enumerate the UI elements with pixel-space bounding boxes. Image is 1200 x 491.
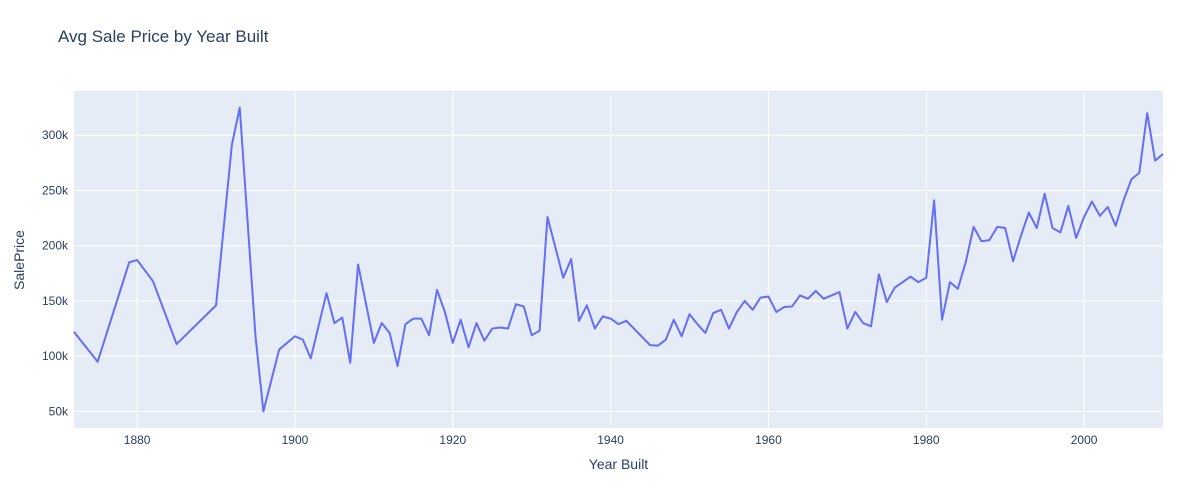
y-tick-label: 250k [42,183,69,197]
grid-lines [74,91,1163,428]
x-tick-label: 1960 [755,433,782,447]
x-tick-label: 1980 [913,433,940,447]
y-tick-label: 50k [49,404,69,418]
y-tick-label: 150k [42,294,69,308]
x-tick-labels: 1880 1900 1920 1940 1960 1980 2000 [124,433,1098,447]
y-axis-label: SalePrice [11,230,27,290]
x-axis-label: Year Built [589,456,649,472]
x-tick-label: 1920 [439,433,466,447]
x-tick-label: 1900 [282,433,309,447]
series-line [73,106,1164,413]
x-tick-label: 2000 [1071,433,1098,447]
chart-title: Avg Sale Price by Year Built [58,27,269,46]
y-tick-label: 100k [42,349,69,363]
x-tick-label: 1880 [124,433,151,447]
plot-area [74,91,1163,428]
y-tick-labels: 50k 100k 150k 200k 250k 300k [42,128,69,418]
y-tick-label: 300k [42,128,69,142]
y-tick-label: 200k [42,239,69,253]
x-tick-label: 1940 [597,433,624,447]
